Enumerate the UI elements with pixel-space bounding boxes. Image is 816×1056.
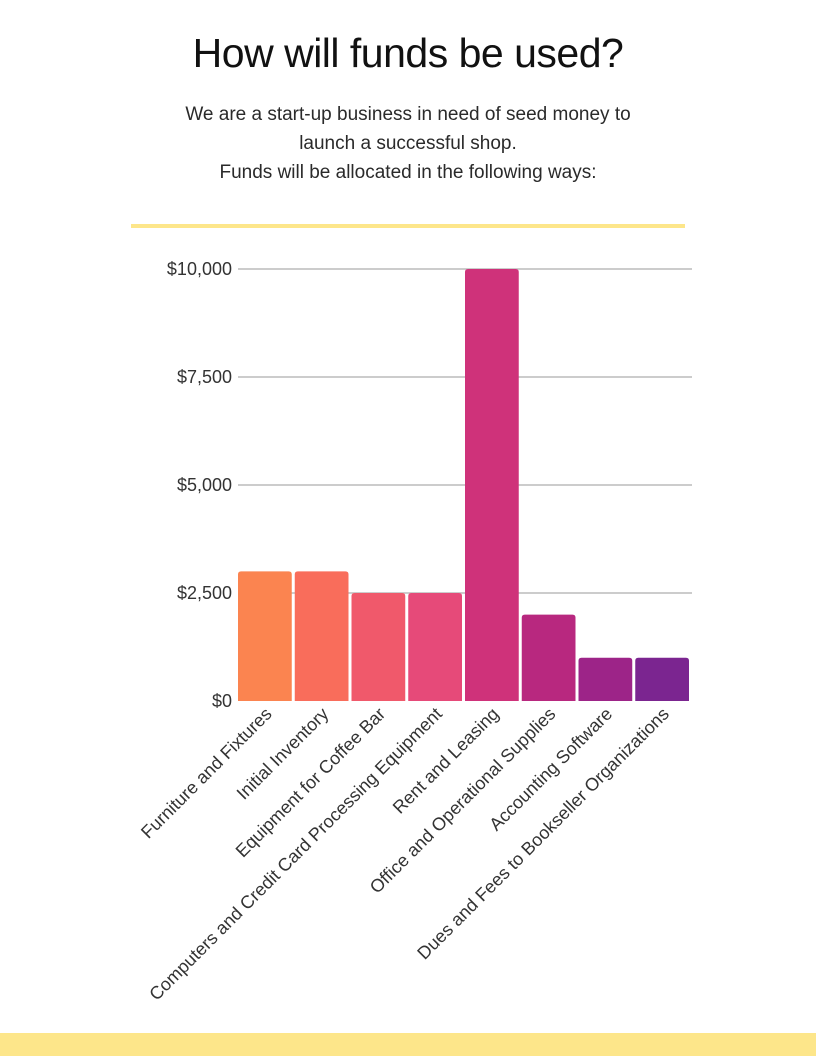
y-tick-label: $2,500 [177,583,232,603]
bar [408,593,462,701]
intro-text: We are a start-up business in need of se… [158,100,658,187]
footer-band [0,1033,816,1056]
bar [578,657,633,701]
bar [294,571,349,701]
accent-divider [131,224,685,228]
bar [465,269,519,701]
bars [238,269,689,701]
y-axis-tick-labels: $0 $2,500 $5,000 $7,500 $10,000 [167,259,232,711]
page-title: How will funds be used? [192,30,624,76]
bar [521,614,576,701]
bar [238,571,292,701]
intro-line-2: launch a successful shop. [299,133,517,154]
bar [351,593,406,701]
intro-line-1: We are a start-up business in need of se… [185,104,631,125]
intro-line-3: Funds will be allocated in the following… [219,162,597,183]
bar [635,657,689,701]
y-tick-label: $7,500 [177,367,232,387]
x-tick-label: Rent and Leasing [389,704,503,818]
y-tick-label: $0 [212,691,232,711]
y-tick-label: $10,000 [167,259,232,279]
y-tick-label: $5,000 [177,475,232,495]
